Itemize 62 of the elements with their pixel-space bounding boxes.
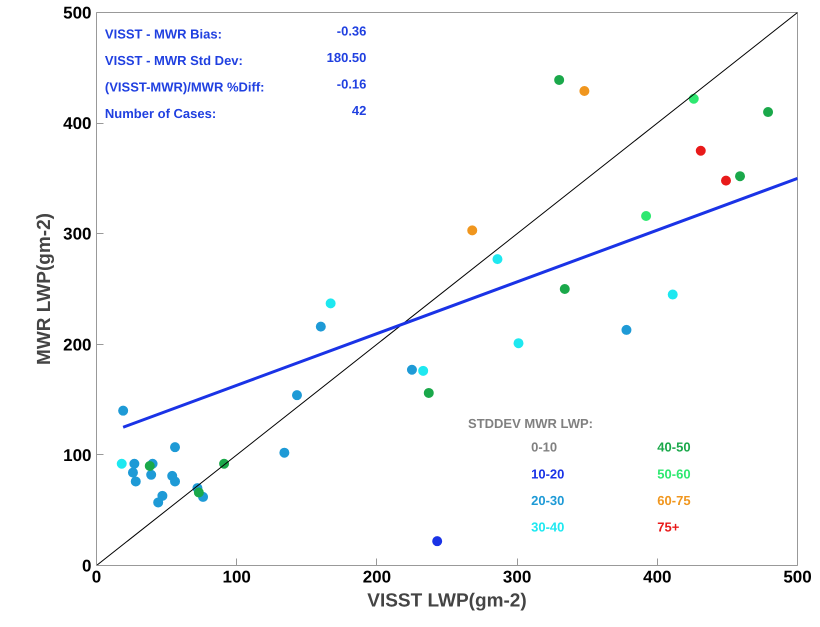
- point: [763, 107, 774, 118]
- annotation: -0.36: [336, 23, 366, 38]
- point: [735, 171, 746, 182]
- text: 60-75: [657, 492, 691, 508]
- point: [579, 86, 590, 96]
- y-tick-label: 400: [63, 114, 92, 134]
- point: [492, 254, 502, 264]
- point: [560, 284, 570, 294]
- point: [128, 468, 138, 478]
- text: 75+: [657, 519, 680, 534]
- x-tick-label: 400: [643, 568, 672, 586]
- legend-label: 0-10: [531, 440, 558, 455]
- text: 40-50: [657, 440, 691, 455]
- point: [406, 364, 417, 375]
- point: [641, 211, 652, 221]
- point: [130, 476, 141, 486]
- text: 20-30: [531, 492, 564, 508]
- annotation: (VISST-MWR)/MWR %Diff:: [104, 79, 265, 94]
- point: [721, 176, 731, 186]
- x-tick-label: 500: [783, 568, 812, 586]
- point: [696, 146, 706, 156]
- point: [621, 324, 632, 335]
- text: 50-60: [657, 466, 691, 482]
- point: [146, 470, 156, 480]
- point: [118, 406, 128, 416]
- point: [424, 388, 434, 398]
- point: [554, 74, 564, 85]
- y-tick-label: 300: [63, 224, 92, 244]
- text: 30-40: [531, 519, 564, 534]
- annotation: -0.16: [336, 76, 366, 92]
- point: [432, 536, 442, 546]
- x-tick-label: 300: [502, 568, 532, 586]
- text: 10-20: [531, 466, 564, 482]
- annotation: 180.50: [326, 50, 366, 65]
- point: [418, 366, 428, 376]
- point: [129, 458, 140, 469]
- x-axis-title: VISST LWP(gm-2): [367, 590, 527, 612]
- y-axis-title: MWR LWP(gm-2): [34, 213, 56, 365]
- point: [467, 225, 478, 236]
- point: [514, 338, 524, 348]
- x-tick-label: 200: [362, 568, 392, 586]
- y-tick-label: 500: [63, 4, 92, 22]
- point: [116, 458, 127, 469]
- legend-title: STDDEV MWR LWP:: [468, 416, 593, 432]
- annotation: 42: [352, 102, 366, 118]
- point: [153, 497, 164, 508]
- point: [316, 322, 326, 332]
- annotation: VISST - MWR Bias:: [104, 26, 222, 42]
- point: [194, 488, 204, 498]
- point: [292, 390, 302, 400]
- point: [170, 442, 180, 452]
- point: [688, 94, 699, 104]
- x-tick-label: 100: [222, 568, 251, 586]
- annotation: Number of Cases:: [104, 106, 216, 121]
- point: [326, 298, 336, 308]
- point: [279, 448, 290, 458]
- point: [170, 476, 180, 486]
- y-tick-label: 100: [63, 446, 92, 465]
- point: [668, 290, 678, 300]
- point: [144, 460, 155, 471]
- y-tick-label: 200: [63, 335, 92, 354]
- annotation: VISST - MWR Std Dev:: [104, 52, 243, 68]
